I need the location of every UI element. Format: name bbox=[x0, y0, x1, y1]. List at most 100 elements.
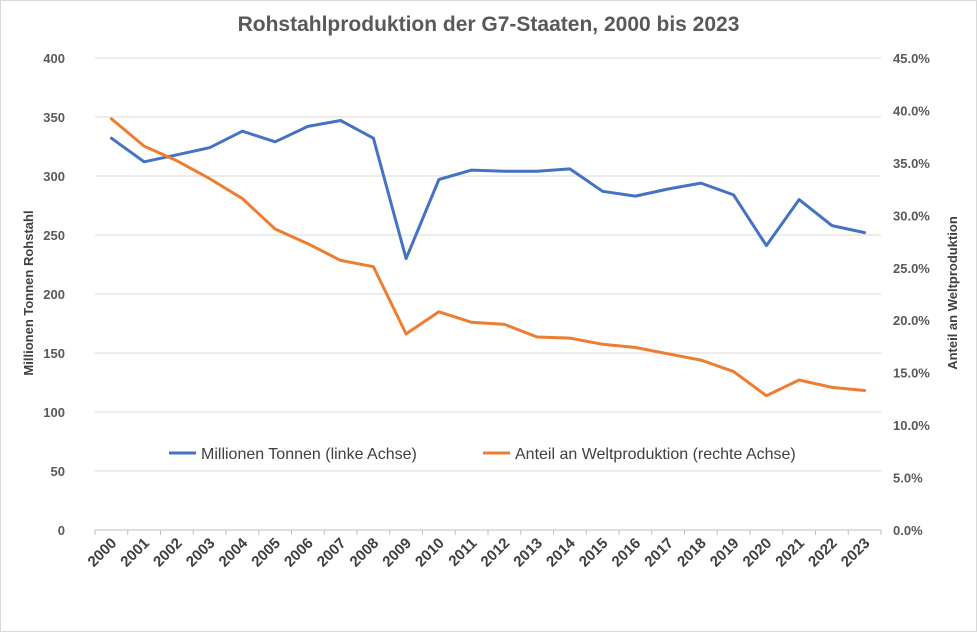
x-tick-label: 2002 bbox=[150, 535, 186, 571]
x-tick-label: 2008 bbox=[347, 535, 383, 571]
x-tick-label: 2004 bbox=[216, 534, 252, 570]
x-tick-label: 2013 bbox=[510, 535, 546, 571]
y2-tick-label: 25.0% bbox=[893, 261, 930, 276]
point-anteil-2003 bbox=[208, 177, 212, 181]
point-anteil-2016 bbox=[633, 345, 637, 349]
y-tick-label: 300 bbox=[43, 169, 65, 184]
point-anteil-2004 bbox=[240, 197, 244, 201]
x-tick-label: 2005 bbox=[248, 535, 284, 571]
point-tonnen-2003 bbox=[208, 146, 212, 150]
point-tonnen-2006 bbox=[306, 124, 310, 128]
point-anteil-2020 bbox=[764, 394, 768, 398]
series-line-tonnen bbox=[109, 119, 867, 261]
point-anteil-2000 bbox=[109, 117, 113, 121]
point-tonnen-2017 bbox=[666, 187, 670, 191]
point-anteil-2012 bbox=[502, 322, 506, 326]
x-tick-label: 2001 bbox=[117, 535, 153, 571]
y-tick-label: 50 bbox=[51, 464, 65, 479]
point-anteil-2011 bbox=[470, 320, 474, 324]
point-anteil-2013 bbox=[535, 335, 539, 339]
chart-title: Rohstahlproduktion der G7-Staaten, 2000 … bbox=[237, 13, 740, 36]
y2-tick-label: 45.0% bbox=[893, 51, 930, 66]
y-tick-label: 200 bbox=[43, 287, 65, 302]
point-anteil-2010 bbox=[437, 310, 441, 314]
point-anteil-2007 bbox=[339, 258, 343, 262]
point-tonnen-2005 bbox=[273, 140, 277, 144]
x-tick-label: 2018 bbox=[674, 535, 710, 571]
x-tick-label: 2000 bbox=[85, 535, 121, 571]
point-tonnen-2007 bbox=[339, 119, 343, 123]
x-tick-label: 2020 bbox=[740, 535, 776, 571]
point-tonnen-2011 bbox=[470, 168, 474, 172]
point-anteil-2023 bbox=[863, 388, 867, 392]
x-tick-label: 2010 bbox=[412, 535, 448, 571]
point-anteil-2018 bbox=[699, 358, 703, 362]
x-tick-label: 2023 bbox=[838, 535, 874, 571]
point-tonnen-2019 bbox=[732, 193, 736, 197]
x-tick-label: 2014 bbox=[543, 534, 579, 570]
y-tick-label: 100 bbox=[43, 405, 65, 420]
x-tick-label: 2016 bbox=[609, 535, 645, 571]
point-anteil-2019 bbox=[732, 370, 736, 374]
point-tonnen-2013 bbox=[535, 169, 539, 173]
y2-tick-label: 10.0% bbox=[893, 418, 930, 433]
point-anteil-2001 bbox=[142, 144, 146, 148]
legend: Millionen Tonnen (linke Achse) Anteil an… bbox=[169, 446, 796, 463]
x-tick-label: 2007 bbox=[314, 535, 350, 571]
point-tonnen-2012 bbox=[502, 169, 506, 173]
point-anteil-2006 bbox=[306, 242, 310, 246]
y2-tick-label: 0.0% bbox=[893, 523, 923, 538]
point-anteil-2008 bbox=[371, 265, 375, 269]
y2-tick-label: 15.0% bbox=[893, 366, 930, 381]
y-tick-label: 350 bbox=[43, 110, 65, 125]
point-tonnen-2002 bbox=[175, 153, 179, 157]
x-tick-label: 2003 bbox=[183, 535, 219, 571]
x-tick-label: 2006 bbox=[281, 535, 317, 571]
y-tick-label: 150 bbox=[43, 346, 65, 361]
x-tick-label: 2009 bbox=[379, 535, 415, 571]
x-tick-label: 2015 bbox=[576, 535, 612, 571]
point-tonnen-2016 bbox=[633, 194, 637, 198]
y2-tick-label: 30.0% bbox=[893, 208, 930, 223]
x-tick-label: 2022 bbox=[805, 535, 841, 571]
point-tonnen-2014 bbox=[568, 167, 572, 171]
y-tick-label: 250 bbox=[43, 228, 65, 243]
x-tick-label: 2011 bbox=[445, 535, 480, 570]
point-tonnen-2022 bbox=[830, 224, 834, 228]
point-tonnen-2023 bbox=[863, 231, 867, 235]
y2-tick-label: 5.0% bbox=[893, 471, 923, 486]
y-tick-label: 400 bbox=[43, 51, 65, 66]
point-anteil-2014 bbox=[568, 336, 572, 340]
point-tonnen-2001 bbox=[142, 160, 146, 164]
point-anteil-2009 bbox=[404, 332, 408, 336]
x-tick-label: 2012 bbox=[478, 535, 514, 571]
legend-label-anteil: Anteil an Weltproduktion (rechte Achse) bbox=[515, 446, 796, 463]
x-tick-label: 2019 bbox=[707, 535, 743, 571]
left-axis-label: Millionen Tonnen Rohstahl bbox=[21, 210, 36, 375]
point-anteil-2015 bbox=[601, 342, 605, 346]
point-tonnen-2000 bbox=[109, 136, 113, 140]
series-line-anteil bbox=[109, 117, 867, 398]
point-tonnen-2020 bbox=[764, 244, 768, 248]
point-tonnen-2009 bbox=[404, 257, 408, 261]
y2-tick-label: 20.0% bbox=[893, 313, 930, 328]
right-axis-label: Anteil an Weltproduktion bbox=[945, 216, 960, 370]
point-anteil-2005 bbox=[273, 227, 277, 231]
point-tonnen-2018 bbox=[699, 181, 703, 185]
x-tick-label: 2021 bbox=[772, 535, 808, 571]
point-tonnen-2010 bbox=[437, 178, 441, 182]
point-anteil-2002 bbox=[175, 159, 179, 163]
point-anteil-2017 bbox=[666, 352, 670, 356]
point-anteil-2021 bbox=[797, 378, 801, 382]
x-tick-label: 2017 bbox=[641, 535, 677, 571]
point-anteil-2022 bbox=[830, 385, 834, 389]
y2-tick-label: 35.0% bbox=[893, 156, 930, 171]
y2-tick-label: 40.0% bbox=[893, 103, 930, 118]
point-tonnen-2004 bbox=[240, 129, 244, 133]
point-tonnen-2008 bbox=[371, 136, 375, 140]
point-tonnen-2021 bbox=[797, 198, 801, 202]
legend-label-tonnen: Millionen Tonnen (linke Achse) bbox=[201, 446, 417, 463]
point-tonnen-2015 bbox=[601, 189, 605, 193]
y-tick-label: 0 bbox=[58, 523, 65, 538]
